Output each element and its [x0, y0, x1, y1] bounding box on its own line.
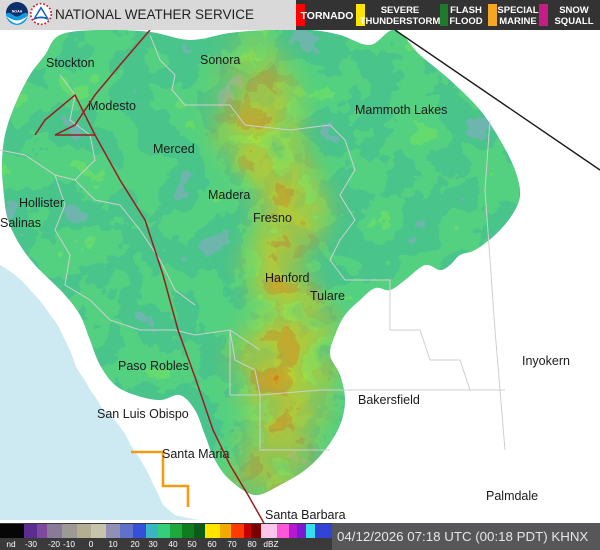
svg-text:Hollister: Hollister [19, 196, 64, 210]
svg-text:Palmdale: Palmdale [486, 489, 538, 503]
svg-text:SNOW: SNOW [559, 5, 589, 16]
svg-text:Santa Maria: Santa Maria [162, 447, 229, 461]
svg-text:SQUALL: SQUALL [554, 16, 593, 27]
svg-text:Hanford: Hanford [265, 271, 310, 285]
svg-text:dBZ: dBZ [263, 539, 278, 549]
svg-text:-30: -30 [25, 539, 37, 549]
svg-text:40: 40 [168, 539, 178, 549]
svg-text:SPECIAL: SPECIAL [497, 5, 538, 16]
svg-text:30: 30 [148, 539, 158, 549]
svg-text:NATIONAL WEATHER SERVICE: NATIONAL WEATHER SERVICE [55, 7, 254, 22]
svg-text:Inyokern: Inyokern [522, 354, 570, 368]
svg-text:SEVERE: SEVERE [381, 5, 420, 16]
svg-text:Fresno: Fresno [253, 211, 292, 225]
svg-text:nd: nd [6, 539, 16, 549]
svg-text:80: 80 [247, 539, 257, 549]
svg-text:FLOOD: FLOOD [449, 16, 482, 27]
svg-text:Santa Barbara: Santa Barbara [265, 508, 346, 522]
svg-text:50: 50 [187, 539, 197, 549]
svg-text:Sonora: Sonora [200, 53, 240, 67]
svg-text:-10: -10 [63, 539, 75, 549]
svg-text:THUNDERSTORM: THUNDERSTORM [360, 16, 441, 27]
svg-text:FLASH: FLASH [450, 5, 482, 16]
svg-text:20: 20 [130, 539, 140, 549]
svg-text:Tulare: Tulare [310, 289, 345, 303]
svg-text:San Luis Obispo: San Luis Obispo [97, 407, 189, 421]
svg-text:Paso Robles: Paso Robles [118, 359, 189, 373]
svg-text:-20: -20 [48, 539, 60, 549]
svg-text:Stockton: Stockton [46, 56, 95, 70]
svg-text:70: 70 [227, 539, 237, 549]
svg-text:Salinas: Salinas [0, 216, 41, 230]
svg-text:NOAA: NOAA [12, 10, 23, 14]
svg-text:Mammoth Lakes: Mammoth Lakes [355, 103, 447, 117]
svg-text:04/12/2026 07:18 UTC (00:18 PD: 04/12/2026 07:18 UTC (00:18 PDT) KHNX [337, 529, 588, 544]
svg-text:10: 10 [108, 539, 118, 549]
svg-text:Modesto: Modesto [88, 99, 136, 113]
svg-text:Madera: Madera [208, 188, 250, 202]
svg-text:MARINE: MARINE [499, 16, 536, 27]
svg-text:60: 60 [207, 539, 217, 549]
svg-text:Bakersfield: Bakersfield [358, 393, 420, 407]
svg-text:0: 0 [89, 539, 94, 549]
svg-text:Merced: Merced [153, 142, 195, 156]
svg-text:TORNADO: TORNADO [301, 10, 354, 22]
